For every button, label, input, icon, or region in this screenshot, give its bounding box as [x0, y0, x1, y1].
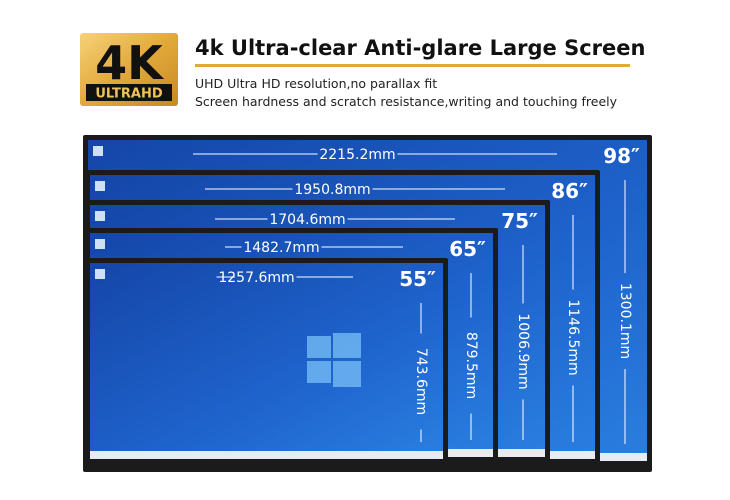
subtitle-line: UHD Ultra HD resolution,no parallax fit — [195, 76, 437, 91]
windows-logo — [333, 361, 361, 387]
desktop-icon — [95, 239, 105, 249]
desktop-icon — [95, 269, 105, 279]
size-label: 75″ — [501, 209, 538, 233]
size-label: 65″ — [449, 237, 486, 261]
logo-main: 4K — [95, 36, 165, 90]
height-label: 879.5mm — [463, 332, 479, 399]
size-label: 55″ — [399, 267, 436, 291]
width-label: 1704.6mm — [269, 212, 345, 228]
desktop-icon — [95, 181, 105, 191]
size-label: 98″ — [603, 144, 640, 168]
height-label: 1146.5mm — [565, 299, 581, 375]
subtitle-line: Screen hardness and scratch resistance,w… — [195, 94, 618, 109]
height-label: 743.6mm — [413, 348, 429, 415]
logo-bar — [86, 84, 172, 101]
desktop-icon — [93, 146, 103, 156]
screen-display — [90, 263, 443, 453]
windows-logo — [307, 336, 331, 358]
screens: 98″ 2215.2mm 1300.1mm 86″ 1950.8mm 1146.5mm 75… — [83, 135, 652, 472]
width-label: 2215.2mm — [319, 147, 395, 163]
size-label: 86″ — [551, 179, 588, 203]
logo-sub: ULTRAHD — [95, 87, 163, 102]
width-label: 1950.8mm — [294, 182, 370, 198]
height-label: 1006.9mm — [515, 313, 531, 389]
height-label: 1300.1mm — [617, 283, 633, 359]
title: 4k Ultra-clear Anti-glare Large Screen — [195, 36, 645, 60]
windows-logo — [307, 361, 331, 383]
windows-logo — [333, 333, 361, 358]
title-underline — [195, 64, 630, 67]
width-label: 1482.7mm — [243, 240, 319, 256]
width-label: 1257.6mm — [218, 270, 294, 286]
desktop-icon — [95, 211, 105, 221]
taskbar — [90, 451, 443, 459]
